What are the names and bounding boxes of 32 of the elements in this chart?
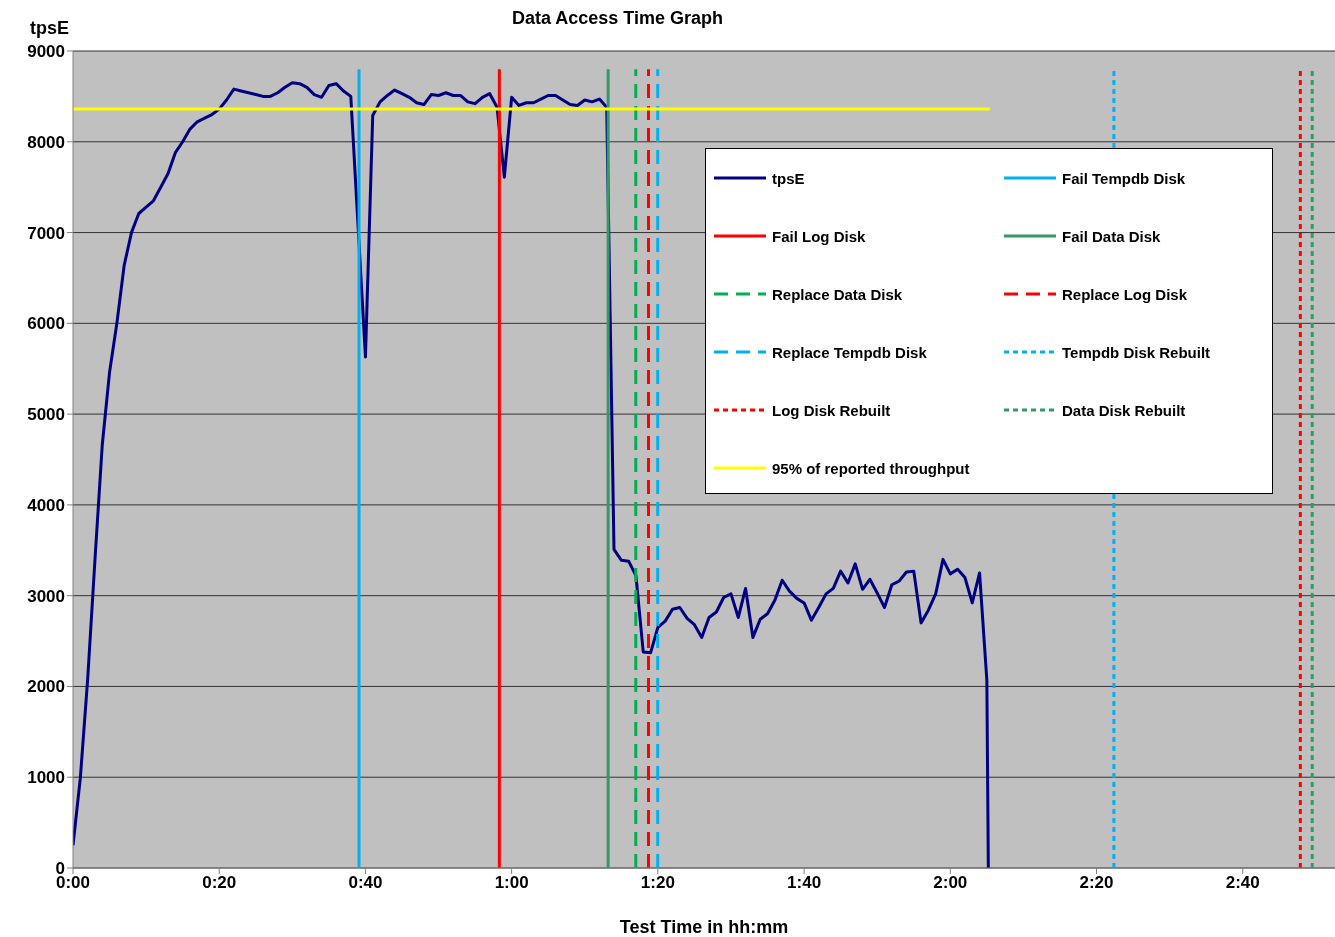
legend-label: Fail Tempdb Disk	[1062, 169, 1186, 187]
x-tick-label: 0:40	[348, 873, 383, 893]
x-tick-label: 2:00	[933, 873, 968, 893]
y-tick-label: 9000	[27, 42, 65, 62]
y-tick-label: 7000	[27, 223, 65, 243]
y-tick-label: 1000	[27, 768, 65, 788]
y-axis-title: tpsE	[30, 18, 70, 38]
x-tick-label: 2:40	[1225, 873, 1260, 893]
x-axis-title: Test Time in hh:mm	[619, 917, 789, 937]
legend-label: Replace Tempdb Disk	[772, 343, 927, 361]
legend-label: Replace Log Disk	[1062, 285, 1188, 303]
legend-label: 95% of reported throughput	[772, 459, 970, 477]
y-tick-label: 3000	[27, 586, 65, 606]
y-tick-label: 8000	[27, 132, 65, 152]
y-tick-label: 6000	[27, 314, 65, 334]
x-tick-label: 1:20	[640, 873, 675, 893]
x-tick-label: 1:00	[494, 873, 529, 893]
legend-label: Tempdb Disk Rebuilt	[1062, 343, 1211, 361]
line-series	[73, 81, 990, 868]
x-tick-label: 1:40	[787, 873, 822, 893]
legend-label: Data Disk Rebuilt	[1062, 401, 1186, 419]
legend-label: Log Disk Rebuilt	[772, 401, 891, 419]
x-tick-label: 0:20	[202, 873, 237, 893]
legend-label: tpsE	[772, 169, 805, 187]
x-tick-label: 2:20	[1079, 873, 1114, 893]
legend-label: Fail Log Disk	[772, 227, 866, 245]
chart-title: Data Access Time Graph	[511, 8, 724, 28]
legend-label: Fail Data Disk	[1062, 227, 1161, 245]
y-tick-label: 5000	[27, 405, 65, 425]
y-tick-label: 2000	[27, 677, 65, 697]
y-tick-label: 4000	[27, 495, 65, 515]
legend-label: Replace Data Disk	[772, 285, 903, 303]
